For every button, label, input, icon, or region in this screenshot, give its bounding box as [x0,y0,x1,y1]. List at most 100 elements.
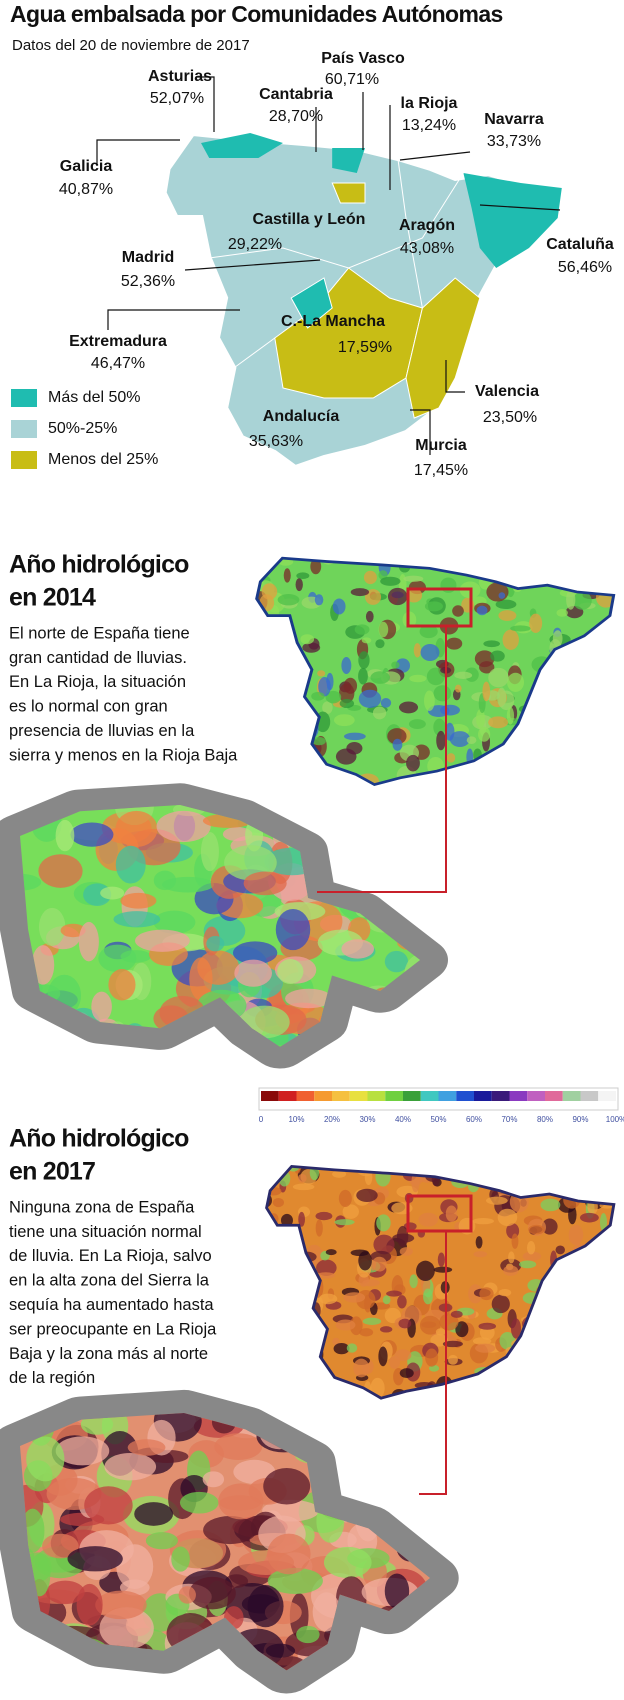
scale-label: 80% [537,1115,553,1124]
texture [599,747,614,768]
section-text: ser preocupante en La Rioja [9,1320,217,1338]
texture [326,1413,359,1431]
texture [371,807,396,851]
texture [256,775,263,785]
scale-swatch [314,1091,332,1101]
texture [544,1282,565,1298]
texture [561,1262,575,1281]
texture [519,759,531,780]
texture [537,1166,545,1169]
texture [335,1420,356,1436]
region-value: 56,46% [558,259,612,276]
region-value: 29,22% [228,236,282,253]
texture [115,845,146,884]
scale-swatch [456,1091,474,1101]
texture [291,1279,308,1287]
texture [463,1169,473,1183]
texture [343,732,366,741]
texture [553,1372,563,1390]
texture [310,558,322,575]
texture [476,709,486,729]
texture [589,663,598,673]
texture [343,677,358,694]
texture [405,587,423,603]
texture [507,672,525,692]
texture [423,1288,433,1305]
texture [359,1328,374,1337]
texture [418,1212,439,1227]
texture [577,1168,592,1184]
texture [556,608,568,617]
texture [530,1325,545,1333]
texture [531,558,541,561]
texture [519,1340,537,1361]
texture [597,738,614,756]
texture [502,756,514,768]
texture [455,1321,469,1338]
texture [364,1646,385,1671]
texture [598,565,614,578]
texture [584,1147,602,1165]
texture [286,1239,295,1255]
texture [488,558,505,577]
texture [301,755,321,766]
texture [256,686,268,696]
region-name: Cataluña [546,236,614,253]
texture [403,575,424,582]
texture [266,1292,272,1314]
texture [399,701,419,714]
texture [409,1274,418,1289]
texture [333,1342,350,1355]
texture [296,572,310,580]
texture [478,726,491,742]
texture [475,1236,483,1249]
texture [542,1173,559,1194]
texture [598,707,614,726]
texture [396,1225,409,1247]
texture [276,1367,296,1388]
texture [362,1452,401,1480]
texture [515,769,535,779]
texture [557,1374,579,1392]
texture [426,667,445,686]
texture [542,684,562,692]
texture [581,747,603,767]
texture [424,601,443,612]
region-map [164,133,562,468]
texture [206,935,225,952]
region-value: 17,45% [414,462,468,479]
texture [479,661,495,674]
texture [31,945,55,985]
texture [269,1349,291,1365]
texture [399,1247,413,1256]
texture [407,1151,414,1165]
texture [188,1576,236,1610]
texture [540,1198,561,1212]
texture [602,576,614,592]
texture [202,1471,225,1488]
texture [559,774,581,785]
texture [256,719,271,737]
texture [135,929,190,952]
scale-label: 50% [430,1115,446,1124]
texture [312,736,326,746]
texture [562,1367,570,1379]
texture [530,1153,552,1160]
texture [258,645,277,662]
texture [449,731,471,747]
texture [446,1385,467,1399]
texture [590,678,607,688]
texture [546,1371,557,1381]
texture [369,852,390,885]
texture [393,841,420,869]
texture [552,1367,560,1386]
texture [579,1354,591,1364]
texture [298,1211,306,1227]
texture [545,756,567,773]
texture [563,669,570,681]
texture [189,957,213,1001]
texture [497,1208,518,1227]
texture [525,1166,533,1175]
texture [600,676,614,687]
texture [478,558,492,561]
